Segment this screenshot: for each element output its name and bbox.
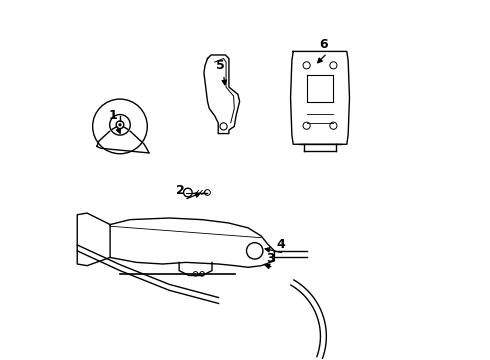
Circle shape (116, 121, 124, 129)
Circle shape (200, 271, 204, 276)
Text: 2: 2 (176, 184, 185, 197)
Text: 3: 3 (266, 252, 274, 265)
Text: 5: 5 (216, 59, 224, 72)
Text: 4: 4 (276, 238, 285, 251)
Text: 6: 6 (319, 38, 328, 51)
Text: 1: 1 (108, 109, 117, 122)
Circle shape (193, 271, 198, 276)
Circle shape (119, 123, 122, 126)
